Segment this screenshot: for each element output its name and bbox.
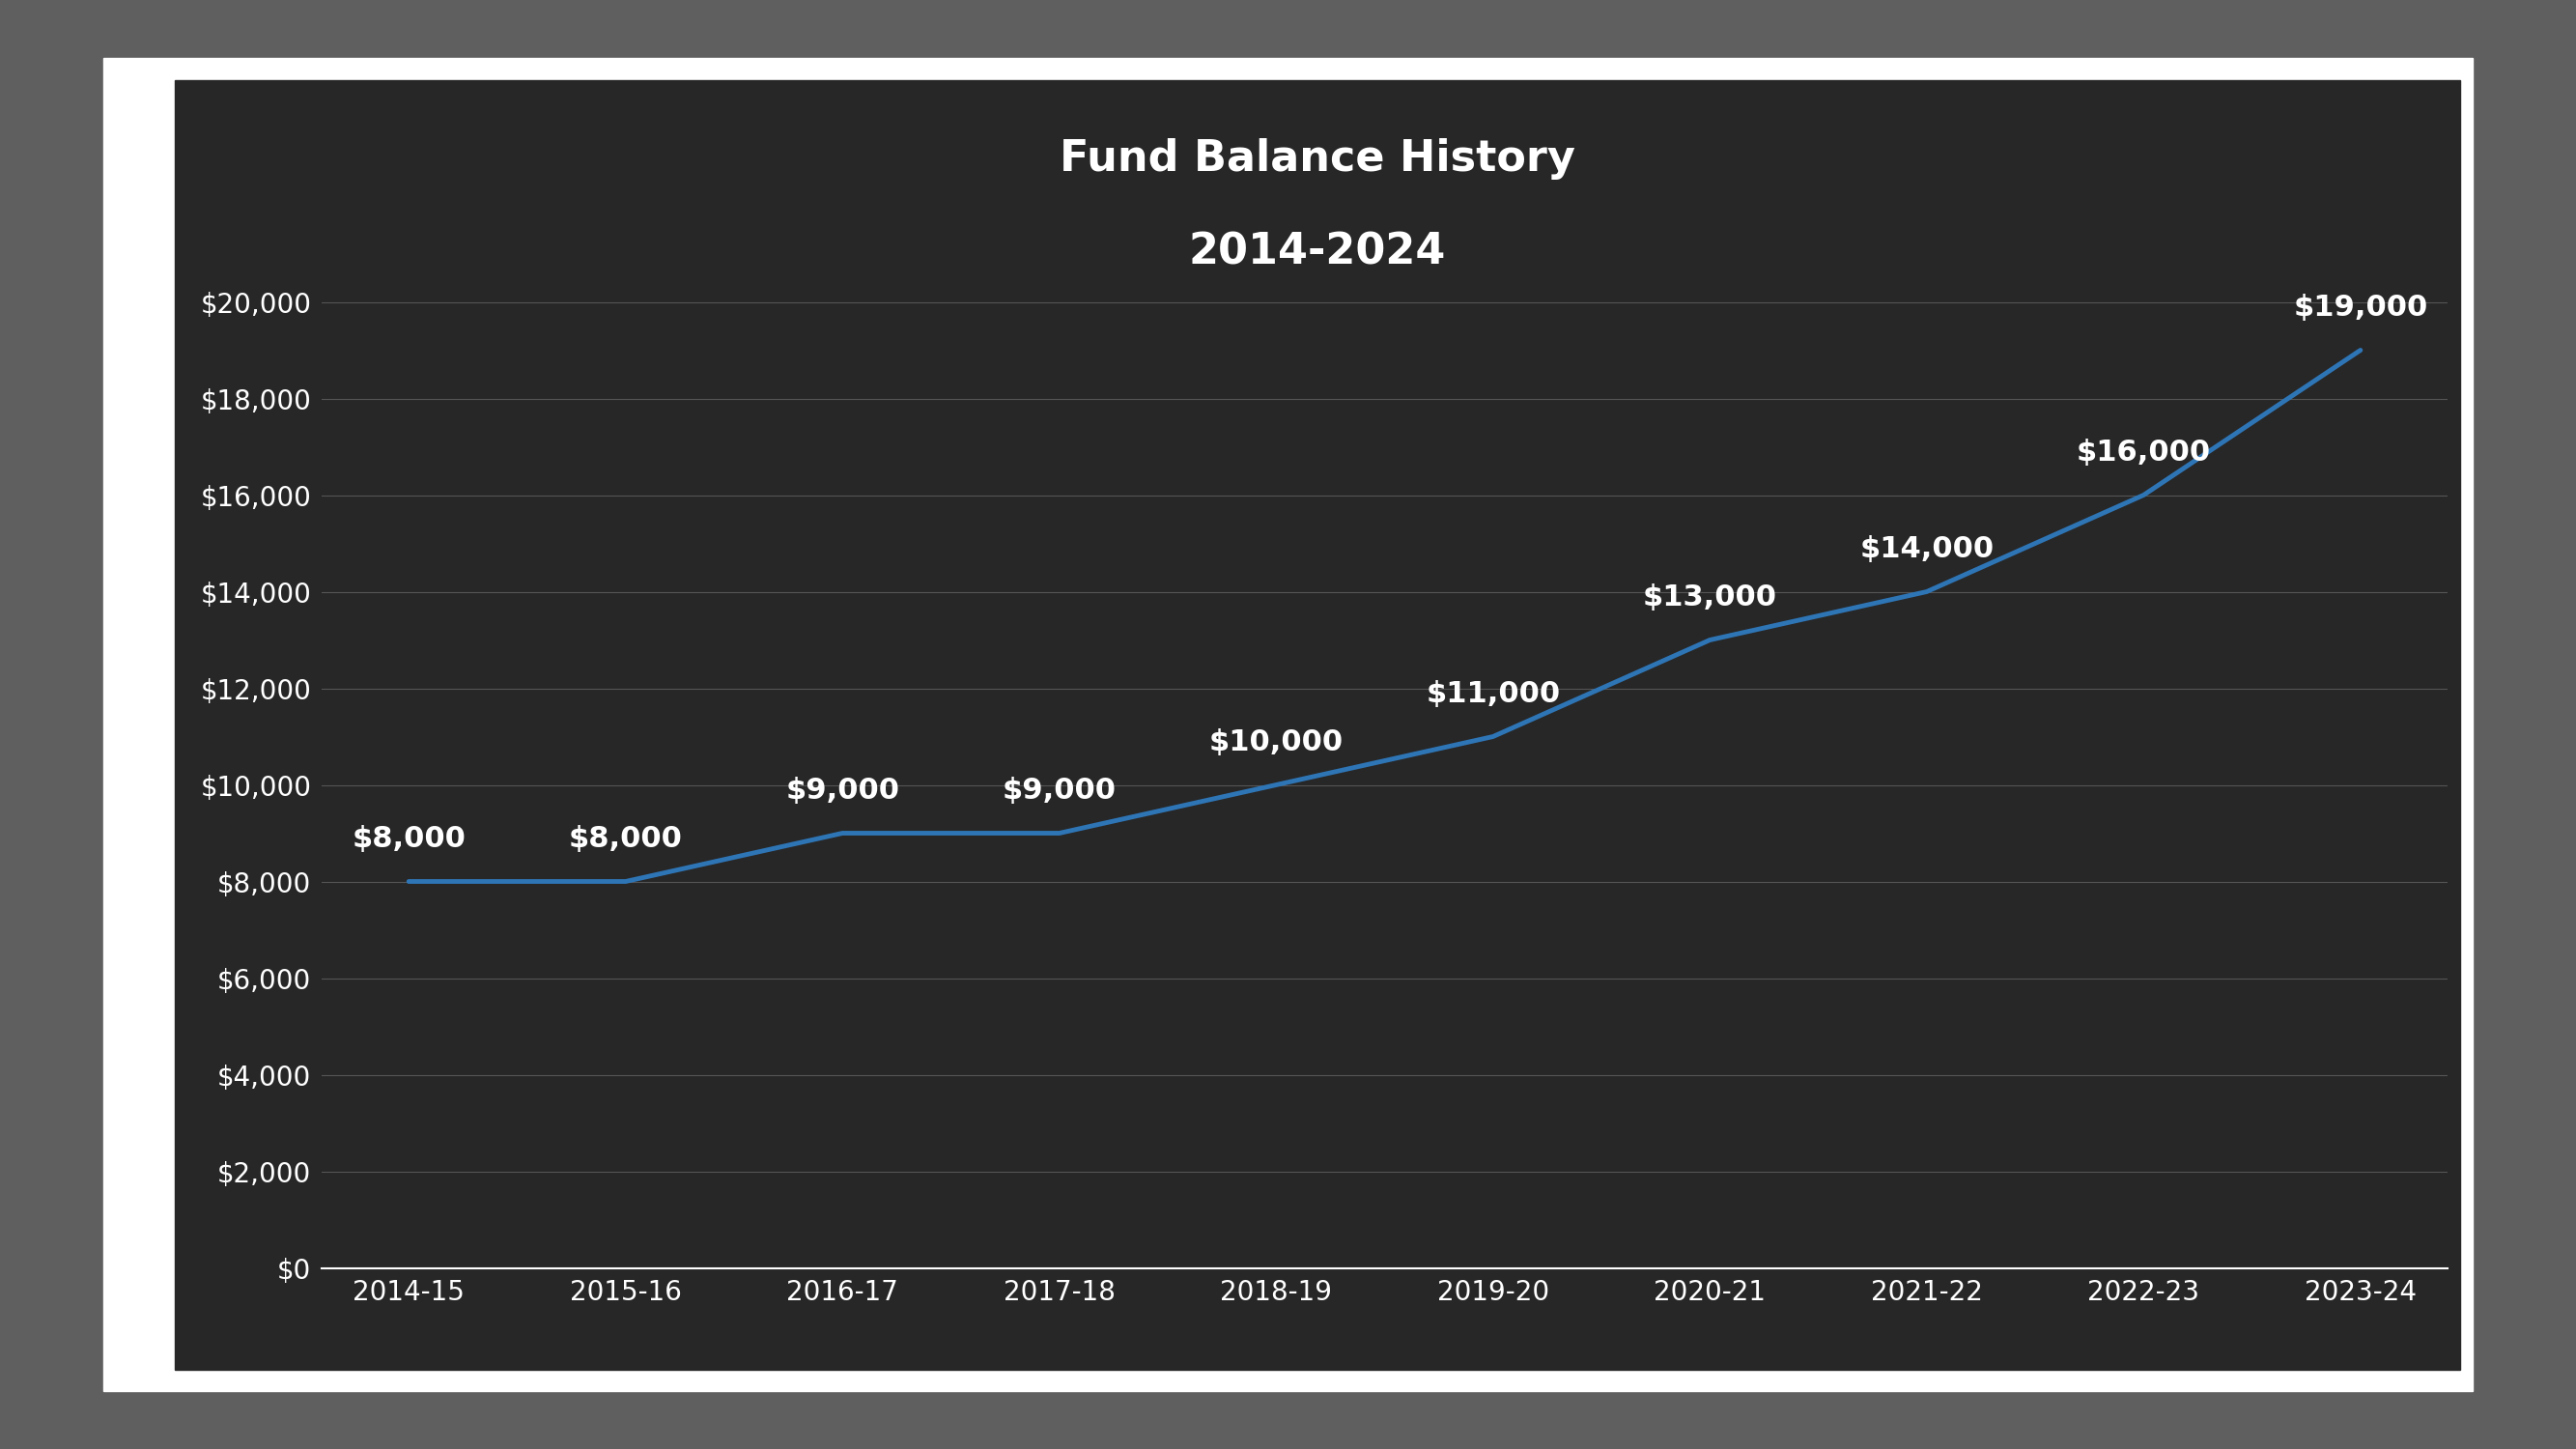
Text: $8,000: $8,000 [353, 824, 466, 852]
Text: $16,000: $16,000 [2076, 438, 2210, 467]
Bar [175, 80, 2460, 1369]
Text: $14,000: $14,000 [1860, 535, 1994, 562]
Text: 2014-2024: 2014-2024 [1190, 232, 1445, 274]
Text: $8,000: $8,000 [569, 824, 683, 852]
Text: $13,000: $13,000 [1643, 582, 1777, 611]
Text: $10,000: $10,000 [1208, 727, 1342, 756]
Text: $9,000: $9,000 [786, 777, 899, 804]
Text: $11,000: $11,000 [1427, 680, 1561, 707]
Text: $9,000: $9,000 [1002, 777, 1115, 804]
Text: Fund Balance History: Fund Balance History [1059, 138, 1577, 180]
Text: $19,000: $19,000 [2293, 293, 2427, 322]
